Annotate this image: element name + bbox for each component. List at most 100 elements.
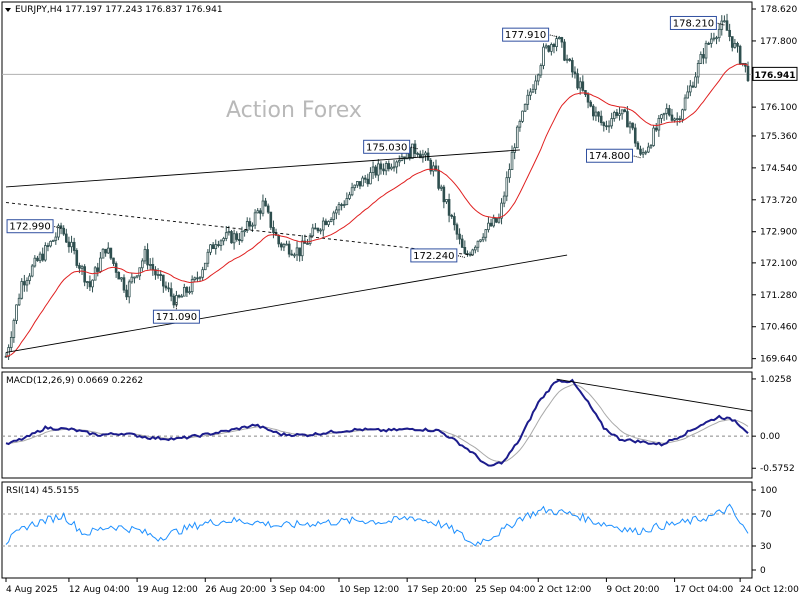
candle-body	[41, 253, 45, 261]
moving-average-line	[5, 63, 749, 357]
candle-body	[704, 42, 708, 59]
candle-body	[188, 291, 191, 294]
candle-body	[620, 109, 624, 115]
candle-body	[484, 229, 488, 238]
candle-body	[337, 204, 341, 211]
candle-body	[167, 287, 170, 290]
candle-body	[99, 257, 102, 272]
candle-body	[523, 103, 527, 112]
rsi-y-tick-label: 30	[760, 542, 772, 552]
x-tick-label: 4 Aug 2025	[6, 585, 58, 595]
candle-body	[728, 29, 731, 37]
candle-body	[668, 108, 671, 116]
candle-body	[282, 244, 286, 248]
candle-body	[662, 112, 666, 116]
price-annotation-label: 172.990	[9, 222, 50, 233]
candle-body	[224, 232, 228, 239]
candle-body	[96, 267, 100, 272]
candle-body	[146, 249, 149, 266]
price-annotation-label: 177.910	[505, 30, 546, 41]
candle-body	[30, 265, 34, 277]
candle-body	[571, 60, 574, 73]
main-y-tick-label: 170.460	[760, 323, 797, 333]
rsi-y-tick-label: 70	[760, 510, 772, 520]
candle-body	[51, 239, 55, 242]
candle-body	[219, 240, 223, 246]
candle-body	[612, 112, 616, 119]
candle-body	[694, 76, 697, 88]
x-tick-label: 17 Oct 04:00	[675, 585, 734, 595]
price-annotation-leader	[456, 254, 465, 258]
candle-body	[363, 177, 367, 180]
main-y-tick-label: 175.360	[760, 132, 797, 142]
candle-body	[164, 285, 168, 289]
candle-body	[261, 200, 265, 214]
candle-body	[93, 267, 97, 281]
candle-body	[377, 163, 380, 176]
candle-body	[487, 222, 490, 231]
main-y-tick-label: 169.640	[760, 355, 797, 365]
candle-body	[293, 254, 296, 257]
candle-body	[162, 274, 165, 287]
candle-body	[316, 227, 320, 232]
candle-body	[715, 37, 718, 40]
price-annotation-label: 174.800	[589, 151, 630, 162]
candle-body	[502, 195, 506, 204]
candle-body	[300, 240, 304, 257]
candle-body	[345, 198, 349, 205]
candle-body	[65, 233, 68, 243]
price-annotation-label: 171.090	[156, 312, 197, 323]
rsi-y-tick-label: 0	[760, 566, 766, 576]
x-tick-label: 9 Oct 20:00	[606, 585, 659, 595]
candle-body	[563, 41, 566, 61]
candle-body	[196, 277, 199, 280]
trendline	[5, 254, 568, 353]
candle-body	[342, 204, 346, 206]
candle-body	[565, 58, 569, 61]
macd-y-tick-label: -0.5752	[760, 464, 795, 474]
candle-body	[295, 247, 299, 256]
candle-body	[62, 227, 65, 235]
candle-body	[332, 212, 336, 220]
candle-body	[639, 148, 642, 155]
candle-body	[445, 199, 448, 203]
candle-body	[631, 122, 634, 129]
current-price-tag	[752, 66, 798, 81]
candle-body	[397, 160, 401, 163]
candle-body	[306, 243, 309, 245]
candle-body	[112, 257, 115, 264]
candle-body	[366, 178, 370, 185]
candle-body	[374, 166, 377, 176]
trendline	[5, 149, 520, 188]
candle-body	[592, 105, 595, 117]
x-tick-label: 17 Sep 20:00	[407, 585, 467, 595]
candle-body	[340, 204, 343, 206]
candle-body	[272, 227, 275, 233]
candle-body	[193, 277, 197, 281]
candle-body	[151, 264, 155, 271]
candle-body	[626, 111, 629, 128]
dashed-trendline	[5, 202, 473, 256]
candle-body	[256, 210, 260, 214]
candle-body	[395, 161, 398, 168]
candle-body	[49, 240, 52, 247]
candle-body	[392, 166, 396, 169]
candle-body	[214, 244, 218, 250]
candle-body	[429, 159, 433, 172]
candle-body	[578, 81, 582, 89]
macd-y-tick-label: 1.0258	[760, 375, 792, 385]
candle-body	[610, 118, 613, 127]
candle-body	[17, 297, 21, 306]
candle-body	[521, 110, 524, 122]
candle-body	[9, 337, 13, 348]
candle-body	[88, 281, 92, 288]
candle-body	[489, 222, 493, 227]
candle-body	[327, 221, 330, 226]
candle-body	[573, 71, 577, 75]
candle-body	[586, 94, 590, 103]
candle-body	[222, 238, 225, 242]
candle-body	[539, 65, 543, 76]
candle-body	[70, 241, 73, 248]
candle-body	[424, 152, 427, 156]
candle-body	[117, 271, 121, 280]
